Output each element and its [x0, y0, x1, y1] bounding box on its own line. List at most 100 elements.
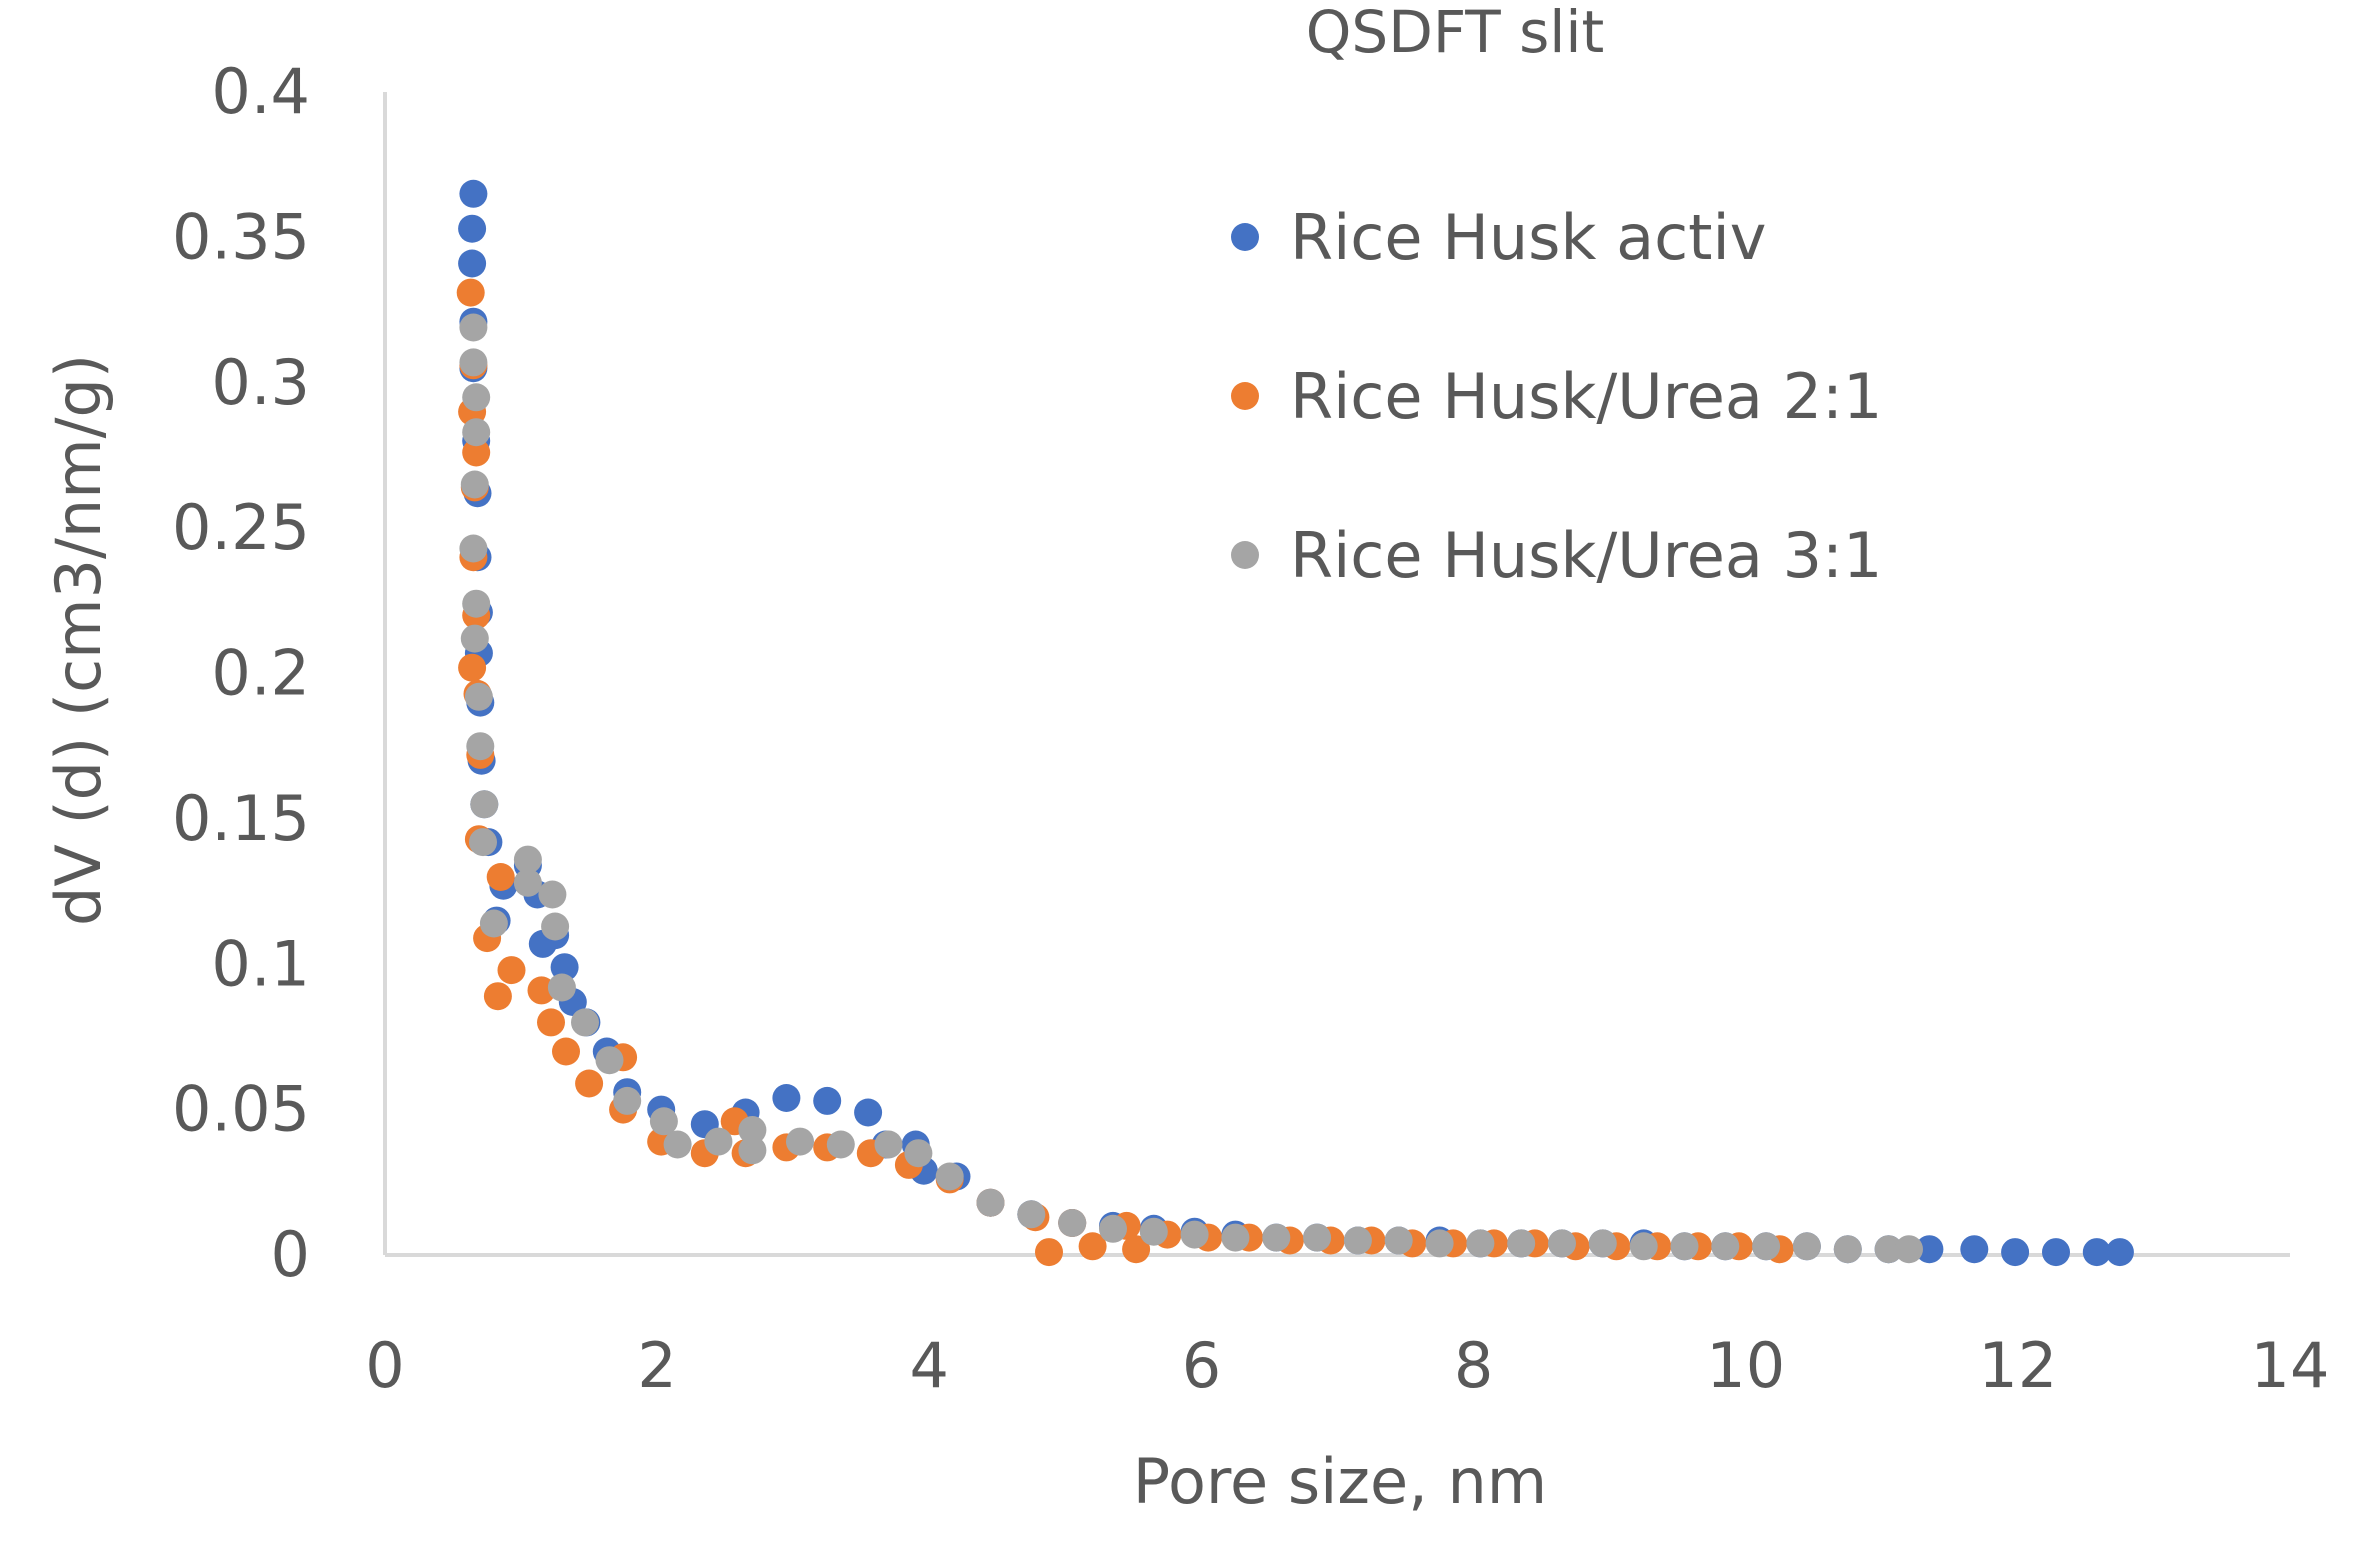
- data-point: [1425, 1229, 1454, 1258]
- data-point: [1078, 1232, 1107, 1261]
- data-point: [527, 976, 556, 1005]
- data-point: [1915, 1235, 1944, 1264]
- data-point: [1035, 1238, 1063, 1267]
- data-point: [1099, 1214, 1127, 1243]
- data-point: [2082, 1238, 2111, 1267]
- data-point: [1221, 1223, 1250, 1252]
- data-point: [469, 828, 497, 857]
- data-point: [595, 1046, 624, 1075]
- legend-marker: [1231, 541, 1259, 569]
- data-point: [1711, 1232, 1740, 1261]
- series-1: [458, 179, 2134, 1267]
- data-point: [462, 418, 491, 447]
- data-point: [813, 1086, 842, 1115]
- y-axis-ticks: 0 0.05 0.1 0.15 0.2 0.25 0.3 0.35 0.4: [172, 55, 310, 1291]
- data-point: [470, 790, 499, 819]
- data-point: [552, 1037, 580, 1066]
- data-point: [458, 653, 487, 682]
- data-point: [874, 1130, 903, 1159]
- legend-marker: [1231, 223, 1259, 251]
- data-point: [2001, 1238, 2030, 1267]
- legend-label: Rice Husk/Urea 2:1: [1290, 360, 1882, 433]
- data-point: [663, 1130, 692, 1159]
- data-point: [1588, 1229, 1617, 1258]
- data-point: [479, 909, 508, 938]
- data-point: [1122, 1235, 1151, 1264]
- y-tick-label: 0.3: [211, 346, 310, 419]
- data-point: [466, 732, 495, 761]
- data-point: [575, 1069, 604, 1098]
- data-point: [1629, 1232, 1658, 1261]
- data-points: [456, 179, 2134, 1267]
- data-point: [1384, 1226, 1413, 1255]
- data-point: [826, 1130, 855, 1159]
- data-point: [459, 348, 488, 377]
- data-point: [2042, 1238, 2070, 1267]
- data-point: [1180, 1220, 1209, 1249]
- x-tick-label: 14: [2251, 1329, 2330, 1402]
- legend: Rice Husk activ Rice Husk/Urea 2:1 Rice Hu…: [1231, 201, 1882, 592]
- data-point: [772, 1084, 801, 1112]
- data-point: [537, 1008, 565, 1037]
- x-axis-title: Pore size, nm: [1133, 1445, 1547, 1518]
- data-point: [462, 589, 491, 618]
- data-point: [1548, 1229, 1576, 1258]
- chart-title: QSDFT slit: [1306, 0, 1605, 66]
- data-point: [786, 1127, 814, 1156]
- data-point: [547, 973, 576, 1002]
- x-tick-label: 6: [1182, 1329, 1221, 1402]
- data-point: [460, 470, 489, 499]
- data-point: [460, 624, 489, 653]
- data-point: [459, 313, 488, 342]
- data-point: [704, 1127, 733, 1156]
- data-point: [459, 534, 488, 563]
- x-tick-label: 12: [1978, 1329, 2057, 1402]
- data-point: [462, 383, 491, 412]
- x-tick-label: 10: [1706, 1329, 1785, 1402]
- data-point: [2105, 1238, 2134, 1267]
- y-tick-label: 0.2: [211, 637, 310, 710]
- legend-marker: [1231, 382, 1259, 410]
- data-point: [1960, 1235, 1989, 1264]
- x-tick-label: 0: [365, 1329, 404, 1402]
- data-point: [458, 249, 487, 278]
- y-tick-label: 0.15: [172, 782, 310, 855]
- y-axis-title: dV (d) (cm3/nm/g): [42, 354, 115, 926]
- y-tick-label: 0: [271, 1218, 310, 1291]
- data-point: [1507, 1229, 1536, 1258]
- y-tick-label: 0.25: [172, 491, 310, 564]
- data-point: [1058, 1209, 1087, 1237]
- data-point: [497, 956, 526, 985]
- data-point: [1792, 1232, 1821, 1261]
- data-point: [1895, 1235, 1923, 1264]
- data-point: [1303, 1223, 1332, 1252]
- data-point: [1466, 1229, 1495, 1258]
- y-tick-label: 0.35: [172, 200, 310, 273]
- data-point: [541, 912, 570, 941]
- x-axis-ticks: 0 2 4 6 8 10 12 14: [365, 1329, 2329, 1402]
- data-point: [486, 863, 515, 891]
- y-tick-label: 0.05: [172, 1073, 310, 1146]
- data-point: [464, 682, 493, 711]
- data-point: [513, 845, 542, 874]
- data-point: [738, 1136, 767, 1165]
- data-point: [1017, 1200, 1046, 1229]
- series-3: [459, 313, 1923, 1264]
- data-point: [935, 1162, 964, 1191]
- data-point: [1874, 1235, 1903, 1264]
- data-point: [513, 868, 542, 897]
- legend-label: Rice Husk/Urea 3:1: [1290, 519, 1882, 592]
- data-point: [976, 1188, 1005, 1217]
- data-point: [1343, 1226, 1372, 1255]
- data-point: [456, 278, 485, 307]
- x-tick-label: 8: [1454, 1329, 1493, 1402]
- x-tick-label: 2: [637, 1329, 676, 1402]
- y-tick-label: 0.4: [211, 55, 310, 128]
- data-point: [854, 1098, 883, 1127]
- data-point: [613, 1086, 642, 1115]
- data-point: [1833, 1235, 1862, 1264]
- data-point: [538, 880, 567, 909]
- data-point: [483, 982, 512, 1011]
- legend-label: Rice Husk activ: [1290, 201, 1766, 274]
